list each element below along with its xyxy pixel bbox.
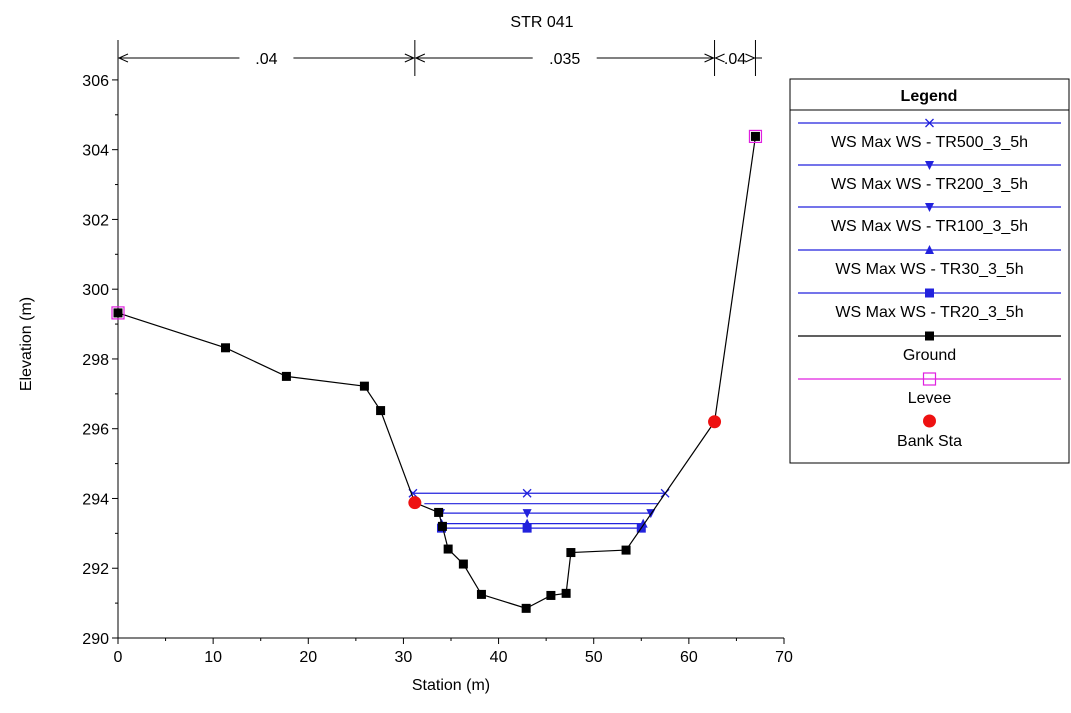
manning-segment: .04 (117, 51, 416, 68)
y-tick-label: 298 (82, 352, 109, 369)
x-tick-label: 60 (680, 649, 698, 666)
legend-label: WS Max WS - TR100_3_5h (831, 218, 1028, 235)
x-ticks: 0 10 20 30 40 50 60 70 (114, 638, 793, 666)
ground-point (546, 590, 556, 600)
y-tick-label: 294 (82, 491, 109, 508)
series-ws (436, 518, 648, 528)
ground-point (113, 308, 123, 318)
x-tick-label: 50 (585, 649, 603, 666)
manning-label: .04 (255, 51, 277, 68)
x-tick-label: 40 (490, 649, 508, 666)
legend-label: Bank Sta (897, 433, 962, 450)
legend-marker (925, 161, 934, 170)
ground-point (566, 548, 576, 558)
chart-title: STR 041 (510, 14, 573, 31)
ground-point (221, 343, 231, 353)
manning-label: .035 (549, 51, 580, 68)
y-axis-label: Elevation (m) (18, 297, 35, 391)
legend-marker (925, 118, 934, 128)
y-tick-label: 302 (82, 212, 109, 229)
legend-marker (922, 372, 937, 386)
x-tick-label: 70 (775, 649, 793, 666)
ground-point (458, 559, 468, 569)
manning-segment: .035 (414, 51, 715, 68)
ground-point (359, 381, 369, 391)
manning-arrow-left (414, 53, 426, 63)
manning-label: .04 (724, 51, 746, 68)
bank-sta-point (408, 496, 422, 510)
series-ws (408, 488, 670, 498)
ground-point (621, 545, 631, 555)
legend-label: Levee (908, 390, 952, 407)
legend-item: WS Max WS - TR200_3_5h (798, 161, 1061, 193)
legend-box (789, 78, 1070, 464)
bank-sta-point (708, 415, 722, 429)
ws-marker (522, 523, 532, 533)
legend-item: Levee (798, 372, 1061, 407)
legend-marker (923, 414, 936, 428)
legend-title: Legend (901, 88, 958, 105)
ground-point (521, 603, 531, 613)
legend-item: Ground (798, 331, 1061, 364)
ground-point (437, 521, 447, 531)
levee-point (748, 129, 763, 144)
legend-label: WS Max WS - TR200_3_5h (831, 176, 1028, 193)
series-ws (436, 509, 656, 519)
legend-item: Bank Sta (897, 414, 962, 450)
ground-line (117, 136, 757, 609)
series-ws (436, 523, 646, 533)
x-tick-label: 30 (395, 649, 413, 666)
y-tick-label: 292 (82, 561, 109, 578)
series-layer (111, 129, 763, 613)
legend-item: WS Max WS - TR500_3_5h (798, 118, 1061, 151)
ground-point (281, 371, 291, 381)
ground-point (750, 131, 760, 141)
manning-segment: .04 (708, 51, 763, 68)
manning-arrow-left (117, 53, 129, 63)
legend-item: WS Max WS - TR30_3_5h (798, 245, 1061, 278)
ws-marker (522, 488, 532, 498)
x-tick-label: 10 (204, 649, 222, 666)
ground-point (434, 507, 444, 517)
legend-label: WS Max WS - TR500_3_5h (831, 134, 1028, 151)
series-bank-sta (408, 415, 722, 510)
x-tick-label: 0 (114, 649, 123, 666)
y-tick-label: 304 (82, 143, 109, 160)
manning-arrow-right (404, 53, 416, 63)
y-ticks: 290 292 294 296 298 300 302 304 306 (82, 73, 118, 648)
ground-point (376, 406, 386, 416)
legend-label: WS Max WS - TR30_3_5h (835, 261, 1023, 278)
x-axis-label: Station (m) (412, 677, 490, 694)
plot-area: 290 292 294 296 298 300 302 304 306 0 10 20 30 40 50 6… (82, 40, 793, 666)
legend-marker (925, 203, 934, 212)
x-tick-label: 20 (299, 649, 317, 666)
y-tick-label: 290 (82, 631, 109, 648)
manning-band: .04 .035 .04 (117, 40, 763, 76)
legend-marker (925, 331, 934, 341)
y-tick-label: 300 (82, 282, 109, 299)
legend-marker (925, 245, 934, 254)
y-tick-label: 306 (82, 73, 109, 90)
ground-point (561, 588, 571, 598)
series-ground (113, 131, 760, 613)
manning-arrow-right (745, 53, 756, 63)
series-levee (111, 129, 763, 320)
legend-items: WS Max WS - TR500_3_5h WS Max WS - TR200_… (798, 118, 1061, 450)
manning-arrow-left (714, 53, 725, 63)
legend-item: WS Max WS - TR20_3_5h (798, 288, 1061, 321)
ground-point (476, 589, 486, 599)
ground-point (443, 544, 453, 554)
legend-item: WS Max WS - TR100_3_5h (798, 203, 1061, 235)
levee-point (111, 306, 125, 320)
legend-label: Ground (903, 347, 956, 364)
legend-label: WS Max WS - TR20_3_5h (835, 304, 1023, 321)
ws-marker (522, 509, 532, 519)
y-tick-label: 296 (82, 422, 109, 439)
legend-marker (925, 288, 934, 298)
